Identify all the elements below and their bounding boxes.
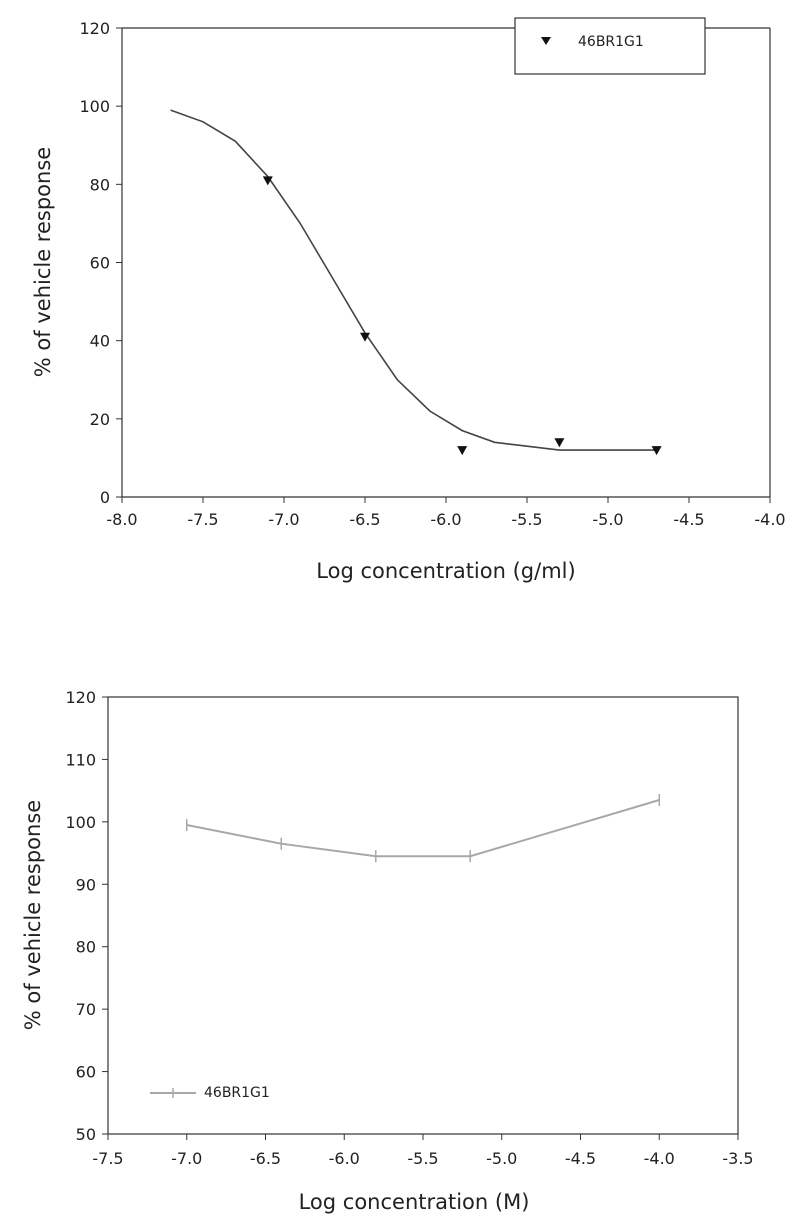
y-tick-label: 110 — [65, 750, 96, 769]
y-tick-label: 100 — [79, 97, 110, 116]
y-axis-title: % of vehicle response — [21, 800, 45, 1030]
x-tick-label: -6.5 — [250, 1149, 281, 1168]
y-tick-label: 0 — [100, 488, 110, 507]
series-line — [186, 799, 660, 858]
x-tick-label: -3.5 — [722, 1149, 753, 1168]
legend-box — [514, 17, 706, 75]
y-tick-label: 40 — [90, 332, 110, 351]
y-axis-title: % of vehicle response — [31, 147, 55, 377]
x-axis-title: Log concentration (M) — [299, 1190, 530, 1214]
chart-2: -7.5 -7.0 -6.5 -6.0 -5.5 -5.0 -4.5 -4.0 -3.5 50 60… — [21, 688, 754, 1214]
y-tick-label: 100 — [65, 813, 96, 832]
plot-frame — [107, 696, 739, 1135]
x-tick-label: -6.0 — [329, 1149, 360, 1168]
x-tick-label: -8.0 — [106, 510, 137, 529]
y-tick-label: 90 — [76, 875, 96, 894]
legend-marker — [541, 37, 551, 45]
y-tick-label: 80 — [76, 938, 96, 957]
data-point — [554, 438, 565, 448]
chart-1: -8.0 -7.5 -7.0 -6.5 -6.0 -5.5 -5.0 -4.5 -4.0 0 20 4… — [31, 17, 786, 583]
x-tick-label: -7.5 — [92, 1149, 123, 1168]
x-tick-label: -5.5 — [407, 1149, 438, 1168]
legend-label: 46BR1G1 — [578, 34, 644, 50]
y-tick-label: 60 — [90, 254, 110, 273]
x-tick-label: -4.0 — [754, 510, 785, 529]
x-tick-label: -5.5 — [511, 510, 542, 529]
y-tick-label: 120 — [79, 19, 110, 38]
fit-curve — [170, 109, 657, 451]
legend-label: 46BR1G1 — [204, 1085, 270, 1101]
y-tick-label: 70 — [76, 1000, 96, 1019]
y-tick-label: 60 — [76, 1063, 96, 1082]
x-tick-label: -5.0 — [486, 1149, 517, 1168]
x-tick-label: -4.5 — [673, 510, 704, 529]
x-tick-label: -7.5 — [187, 510, 218, 529]
x-axis-title: Log concentration (g/ml) — [316, 559, 575, 583]
data-point — [262, 176, 273, 186]
x-tick-label: -6.5 — [349, 510, 380, 529]
y-tick-label: 80 — [90, 175, 110, 194]
x-tick-label: -4.0 — [644, 1149, 675, 1168]
x-tick-label: -5.0 — [592, 510, 623, 529]
x-tick-label: -6.0 — [430, 510, 461, 529]
y-tick-label: 20 — [90, 410, 110, 429]
y-tick-label: 50 — [76, 1125, 96, 1144]
x-tick-label: -7.0 — [268, 510, 299, 529]
data-point — [360, 332, 370, 342]
x-tick-label: -7.0 — [171, 1149, 202, 1168]
data-point — [651, 446, 662, 456]
data-point — [457, 446, 468, 456]
y-tick-label: 120 — [65, 688, 96, 707]
x-tick-label: -4.5 — [565, 1149, 596, 1168]
